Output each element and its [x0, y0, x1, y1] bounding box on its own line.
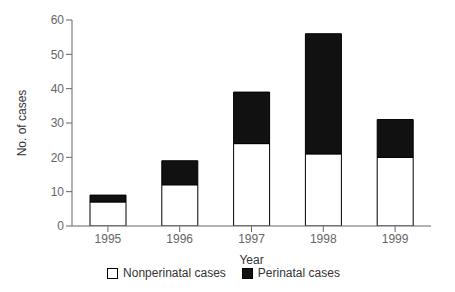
- svg-text:50: 50: [51, 48, 65, 62]
- svg-text:40: 40: [51, 82, 65, 96]
- svg-text:1998: 1998: [310, 232, 337, 246]
- svg-text:20: 20: [51, 151, 65, 165]
- svg-text:1996: 1996: [166, 232, 193, 246]
- svg-text:30: 30: [51, 116, 65, 130]
- svg-text:No. of cases: No. of cases: [15, 90, 29, 157]
- svg-text:1997: 1997: [238, 232, 265, 246]
- svg-text:Year: Year: [239, 253, 263, 267]
- svg-text:60: 60: [51, 13, 65, 27]
- html-text:Nonperinatal cases: Nonperinatal cases: [123, 266, 226, 280]
- svg-text:0: 0: [57, 219, 64, 233]
- svg-text:10: 10: [51, 185, 65, 199]
- svg-text:1999: 1999: [382, 232, 409, 246]
- html-text:Perinatal cases: Perinatal cases: [257, 266, 340, 280]
- svg-text:1995: 1995: [95, 232, 122, 246]
